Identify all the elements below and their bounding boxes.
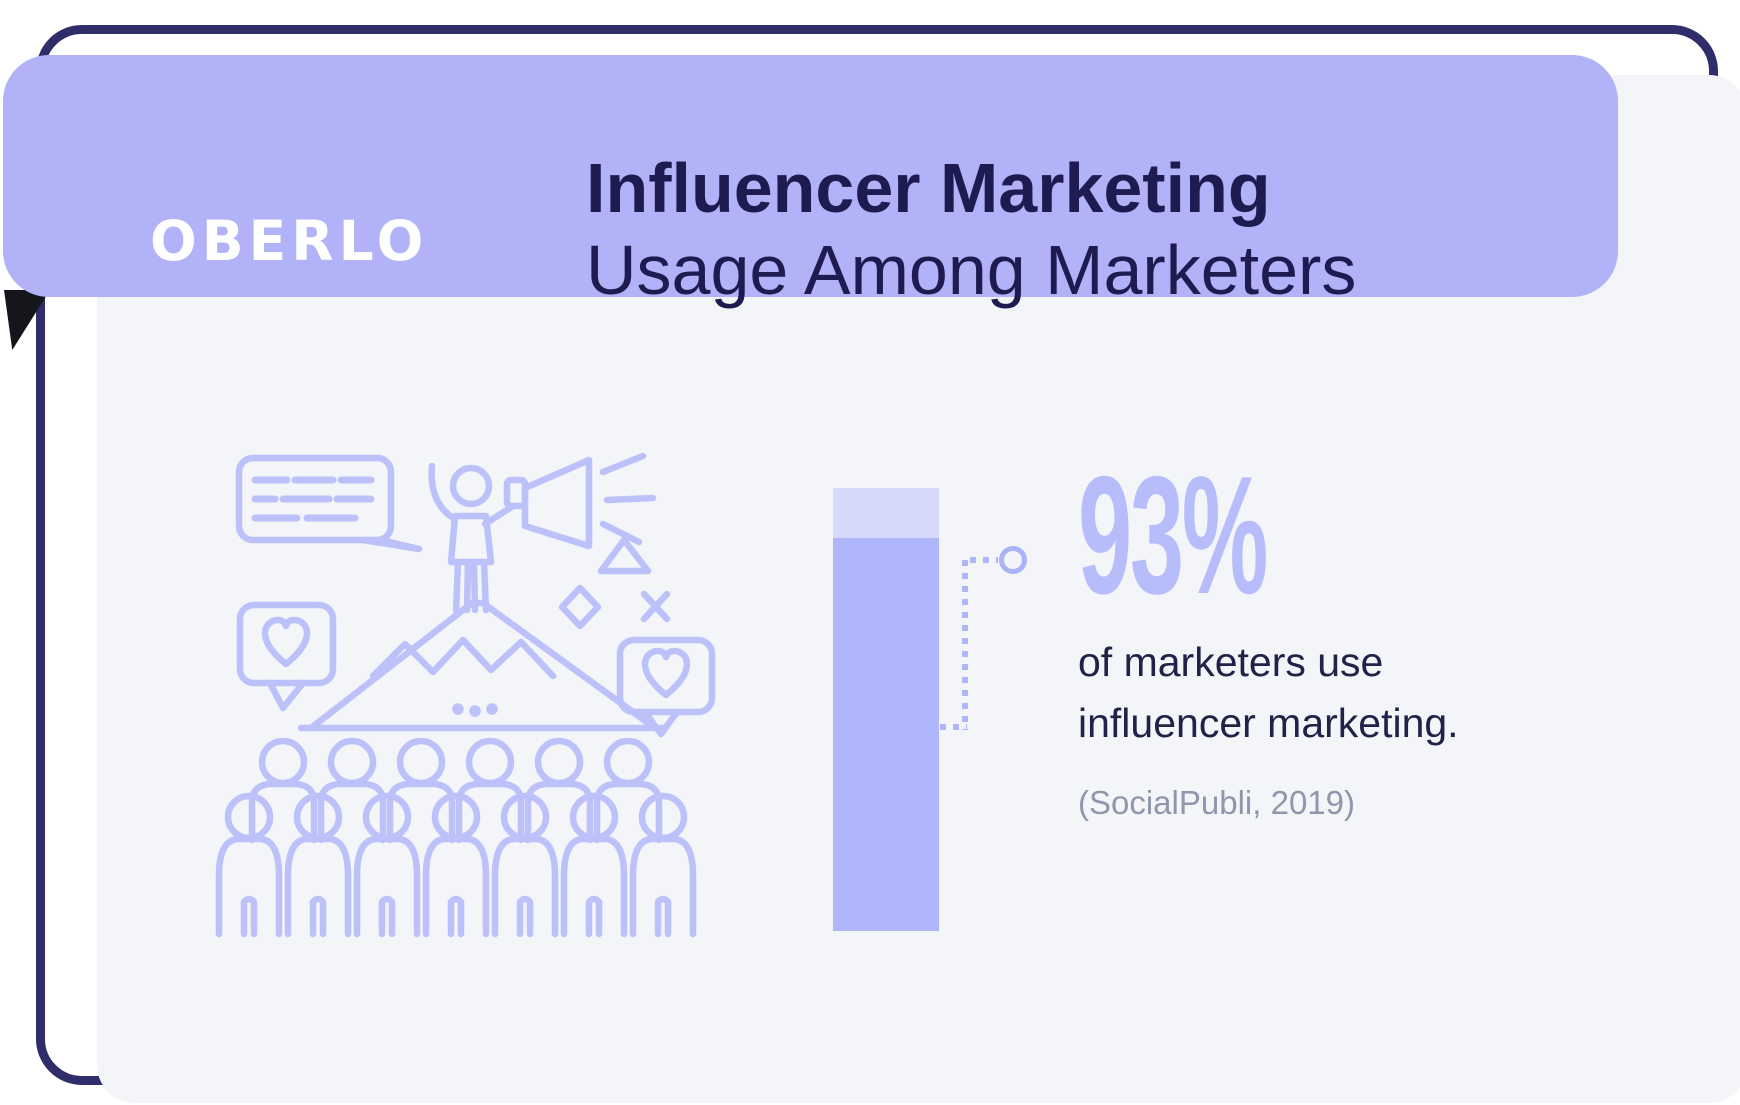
connector-top-segment	[970, 557, 998, 563]
stat-source: (SocialPubli, 2019)	[1078, 784, 1355, 821]
oberlo-logo: OBERLO	[150, 209, 429, 273]
crowd-front-row	[215, 792, 697, 938]
heart-reaction-left-icon	[236, 601, 337, 712]
influencer-figure	[428, 462, 517, 614]
bar-93-percent	[833, 488, 939, 931]
stat-description-line1: of marketers use	[1078, 639, 1384, 685]
crowd-back-row	[248, 737, 663, 844]
connector-vertical-segment	[962, 560, 968, 730]
diamond-sparkle-icon	[558, 584, 602, 630]
connector-bottom-segment	[940, 724, 967, 730]
page-title-line1: Influencer Marketing	[586, 149, 1271, 227]
page-title-line2: Usage Among Marketers	[586, 231, 1357, 309]
triangle-sparkle-icon	[597, 536, 652, 575]
influencer-illustration	[215, 450, 717, 938]
header-banner: OBERLO Influencer Marketing Usage Among …	[3, 55, 1618, 309]
sparkles	[558, 536, 671, 630]
speech-bubble-icon	[235, 454, 423, 553]
stat-description-line2: influencer marketing.	[1078, 700, 1459, 746]
mountain-icon	[297, 599, 669, 732]
stat-value: 93%	[1078, 441, 1268, 629]
megaphone-icon	[503, 452, 657, 550]
stat-description: of marketers use influencer marketing.	[1078, 632, 1459, 754]
bar-remainder-segment	[833, 488, 939, 538]
x-sparkle-icon	[640, 590, 671, 623]
connector-circle-icon	[999, 546, 1027, 574]
heart-reaction-right-icon	[616, 636, 716, 738]
page-title: Influencer Marketing Usage Among Markete…	[586, 147, 1356, 311]
